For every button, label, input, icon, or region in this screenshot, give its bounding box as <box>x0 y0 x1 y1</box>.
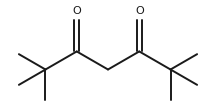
Text: O: O <box>135 6 144 16</box>
Text: O: O <box>72 6 81 16</box>
